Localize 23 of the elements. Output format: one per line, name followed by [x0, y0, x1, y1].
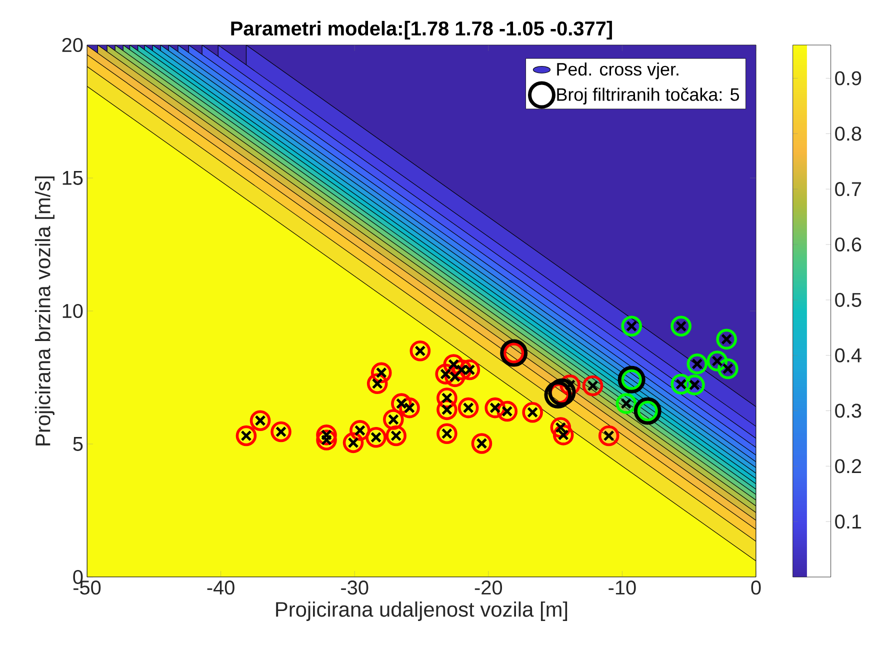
color-bar-label: 0.1 — [835, 514, 862, 529]
legend-label: Broj filtriranih točaka: 5 — [557, 88, 739, 104]
color-bar-label: 0.9 — [835, 71, 862, 86]
y-tick-label: 10 — [62, 304, 83, 318]
color-bar-label: 0.4 — [835, 348, 862, 362]
y-tick-label: 5 — [73, 437, 83, 451]
color-bar-label: 0.7 — [835, 182, 862, 196]
color-bar-label: 0.3 — [835, 404, 862, 418]
color-bar-label: 0.8 — [835, 126, 862, 141]
color-bar-label: 0.2 — [835, 459, 862, 474]
y-tick-label: 20 — [62, 38, 83, 52]
x-tick-label: -40 — [207, 580, 234, 595]
legend-label: Ped. cross vjer. — [557, 62, 678, 80]
color-bar-label: 0.6 — [835, 237, 862, 252]
y-axis-title: Projicirana brzina vozila [m/s] — [34, 176, 54, 446]
color-bar-label: 0.5 — [835, 292, 862, 307]
x-tick-label: -30 — [341, 580, 368, 595]
x-tick-label: -10 — [608, 580, 636, 595]
y-tick-label: 15 — [62, 171, 83, 185]
x-tick-label: -20 — [474, 580, 502, 595]
x-tick-label: 0 — [751, 580, 761, 595]
chart-title: Parametri modela:[1.78 1.78 -1.05 -0.377] — [231, 20, 612, 40]
x-axis-title: Projicirana udaljenost vozila [m] — [276, 601, 568, 621]
